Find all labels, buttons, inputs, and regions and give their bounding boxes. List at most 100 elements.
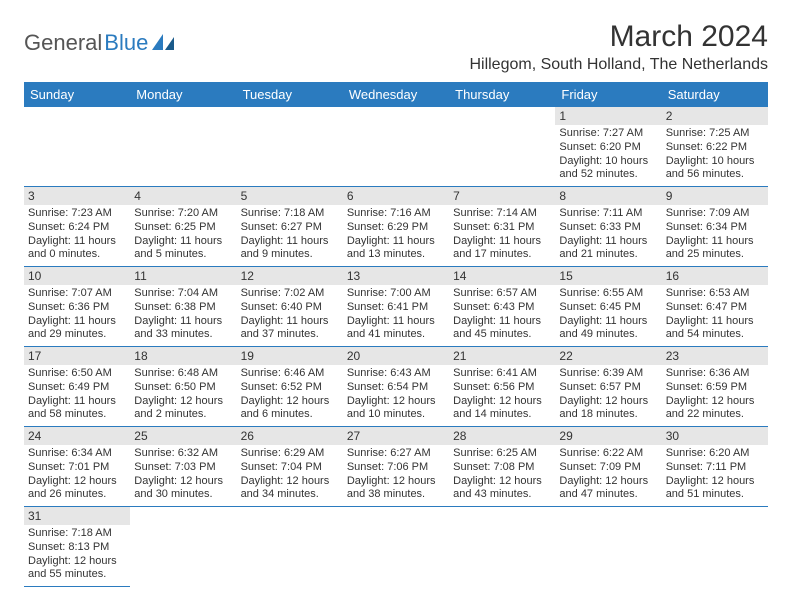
day-body: Sunrise: 6:39 AMSunset: 6:57 PMDaylight:… xyxy=(555,365,661,426)
calendar-day-cell: 21Sunrise: 6:41 AMSunset: 6:56 PMDayligh… xyxy=(449,347,555,427)
sunrise-text: Sunrise: 6:22 AM xyxy=(559,447,657,461)
day-body: Sunrise: 6:43 AMSunset: 6:54 PMDaylight:… xyxy=(343,365,449,426)
day-body: Sunrise: 7:00 AMSunset: 6:41 PMDaylight:… xyxy=(343,285,449,346)
sunset-text: Sunset: 6:31 PM xyxy=(453,221,551,235)
day-body: Sunrise: 7:16 AMSunset: 6:29 PMDaylight:… xyxy=(343,205,449,266)
daylight-text: Daylight: 12 hours and 26 minutes. xyxy=(28,475,126,503)
calendar-day-cell: 2Sunrise: 7:25 AMSunset: 6:22 PMDaylight… xyxy=(662,107,768,187)
empty-cell xyxy=(449,107,555,187)
sunset-text: Sunset: 7:11 PM xyxy=(666,461,764,475)
sunset-text: Sunset: 6:41 PM xyxy=(347,301,445,315)
empty-cell xyxy=(24,107,130,187)
calendar-body: 1Sunrise: 7:27 AMSunset: 6:20 PMDaylight… xyxy=(24,107,768,587)
day-body: Sunrise: 6:22 AMSunset: 7:09 PMDaylight:… xyxy=(555,445,661,506)
calendar-day-cell: 23 Sunrise: 6:36 AMSunset: 6:59 PMDayligh… xyxy=(662,347,768,427)
sunset-text: Sunset: 6:54 PM xyxy=(347,381,445,395)
sunrise-text: Sunrise: 6:36 AM xyxy=(666,367,764,381)
sunset-text: Sunset: 6:20 PM xyxy=(559,141,657,155)
day-body: Sunrise: 7:25 AMSunset: 6:22 PMDaylight:… xyxy=(662,125,768,186)
empty-cell xyxy=(130,507,236,587)
daylight-text: Daylight: 12 hours and 38 minutes. xyxy=(347,475,445,503)
day-number: 21 xyxy=(449,347,555,365)
calendar-day-cell: 7Sunrise: 7:14 AMSunset: 6:31 PMDaylight… xyxy=(449,187,555,267)
calendar-week-row: 17Sunrise: 6:50 AMSunset: 6:49 PMDayligh… xyxy=(24,347,768,427)
day-number: 17 xyxy=(24,347,130,365)
empty-cell xyxy=(662,507,768,587)
calendar-day-cell: 27Sunrise: 6:27 AMSunset: 7:06 PMDayligh… xyxy=(343,427,449,507)
daylight-text: Daylight: 11 hours and 41 minutes. xyxy=(347,315,445,343)
daylight-text: Daylight: 12 hours and 47 minutes. xyxy=(559,475,657,503)
day-number: 13 xyxy=(343,267,449,285)
calendar-week-row: 3Sunrise: 7:23 AMSunset: 6:24 PMDaylight… xyxy=(24,187,768,267)
day-body: Sunrise: 7:20 AMSunset: 6:25 PMDaylight:… xyxy=(130,205,236,266)
sunrise-text: Sunrise: 7:02 AM xyxy=(241,287,339,301)
day-body: Sunrise: 7:07 AMSunset: 6:36 PMDaylight:… xyxy=(24,285,130,346)
calendar-day-cell: 20Sunrise: 6:43 AMSunset: 6:54 PMDayligh… xyxy=(343,347,449,427)
sunset-text: Sunset: 7:06 PM xyxy=(347,461,445,475)
sunrise-text: Sunrise: 7:00 AM xyxy=(347,287,445,301)
calendar-week-row: 1Sunrise: 7:27 AMSunset: 6:20 PMDaylight… xyxy=(24,107,768,187)
daylight-text: Daylight: 12 hours and 14 minutes. xyxy=(453,395,551,423)
sunset-text: Sunset: 6:27 PM xyxy=(241,221,339,235)
sunrise-text: Sunrise: 6:39 AM xyxy=(559,367,657,381)
daylight-text: Daylight: 10 hours and 52 minutes. xyxy=(559,155,657,183)
day-body: Sunrise: 7:23 AMSunset: 6:24 PMDaylight:… xyxy=(24,205,130,266)
day-header: Thursday xyxy=(449,82,555,107)
daylight-text: Daylight: 12 hours and 10 minutes. xyxy=(347,395,445,423)
day-body: Sunrise: 7:14 AMSunset: 6:31 PMDaylight:… xyxy=(449,205,555,266)
daylight-text: Daylight: 11 hours and 45 minutes. xyxy=(453,315,551,343)
sunrise-text: Sunrise: 6:20 AM xyxy=(666,447,764,461)
daylight-text: Daylight: 11 hours and 54 minutes. xyxy=(666,315,764,343)
day-body: Sunrise: 7:18 AMSunset: 6:27 PMDaylight:… xyxy=(237,205,343,266)
empty-cell xyxy=(449,507,555,587)
calendar-day-cell: 6Sunrise: 7:16 AMSunset: 6:29 PMDaylight… xyxy=(343,187,449,267)
calendar-day-cell: 25Sunrise: 6:32 AMSunset: 7:03 PMDayligh… xyxy=(130,427,236,507)
calendar-day-cell: 14Sunrise: 6:57 AMSunset: 6:43 PMDayligh… xyxy=(449,267,555,347)
day-number: 25 xyxy=(130,427,236,445)
calendar-day-cell: 16Sunrise: 6:53 AMSunset: 6:47 PMDayligh… xyxy=(662,267,768,347)
sunrise-text: Sunrise: 6:55 AM xyxy=(559,287,657,301)
day-body: Sunrise: 7:27 AMSunset: 6:20 PMDaylight:… xyxy=(555,125,661,186)
sunset-text: Sunset: 6:59 PM xyxy=(666,381,764,395)
sunset-text: Sunset: 6:22 PM xyxy=(666,141,764,155)
empty-cell xyxy=(237,107,343,187)
day-body: Sunrise: 6:50 AMSunset: 6:49 PMDaylight:… xyxy=(24,365,130,426)
calendar-day-cell: 13Sunrise: 7:00 AMSunset: 6:41 PMDayligh… xyxy=(343,267,449,347)
sunset-text: Sunset: 6:29 PM xyxy=(347,221,445,235)
day-number: 18 xyxy=(130,347,236,365)
daylight-text: Daylight: 12 hours and 30 minutes. xyxy=(134,475,232,503)
sunrise-text: Sunrise: 6:41 AM xyxy=(453,367,551,381)
sunset-text: Sunset: 6:36 PM xyxy=(28,301,126,315)
day-header: Saturday xyxy=(662,82,768,107)
daylight-text: Daylight: 12 hours and 51 minutes. xyxy=(666,475,764,503)
sunset-text: Sunset: 6:52 PM xyxy=(241,381,339,395)
day-number: 2 xyxy=(662,107,768,125)
calendar-day-cell: 10Sunrise: 7:07 AMSunset: 6:36 PMDayligh… xyxy=(24,267,130,347)
sunrise-text: Sunrise: 7:18 AM xyxy=(28,527,126,541)
day-number: 9 xyxy=(662,187,768,205)
sunrise-text: Sunrise: 7:25 AM xyxy=(666,127,764,141)
sail-icon xyxy=(152,30,174,46)
calendar-day-cell: 1Sunrise: 7:27 AMSunset: 6:20 PMDaylight… xyxy=(555,107,661,187)
daylight-text: Daylight: 11 hours and 25 minutes. xyxy=(666,235,764,263)
daylight-text: Daylight: 10 hours and 56 minutes. xyxy=(666,155,764,183)
sunset-text: Sunset: 6:57 PM xyxy=(559,381,657,395)
day-body: Sunrise: 6:41 AMSunset: 6:56 PMDaylight:… xyxy=(449,365,555,426)
sunset-text: Sunset: 7:01 PM xyxy=(28,461,126,475)
day-header: Tuesday xyxy=(237,82,343,107)
day-body: Sunrise: 6:32 AMSunset: 7:03 PMDaylight:… xyxy=(130,445,236,506)
calendar-day-cell: 26Sunrise: 6:29 AMSunset: 7:04 PMDayligh… xyxy=(237,427,343,507)
day-header-row: SundayMondayTuesdayWednesdayThursdayFrid… xyxy=(24,82,768,107)
sunset-text: Sunset: 8:13 PM xyxy=(28,541,126,555)
logo-text-general: General xyxy=(24,30,102,56)
daylight-text: Daylight: 12 hours and 55 minutes. xyxy=(28,555,126,583)
daylight-text: Daylight: 12 hours and 22 minutes. xyxy=(666,395,764,423)
daylight-text: Daylight: 12 hours and 6 minutes. xyxy=(241,395,339,423)
daylight-text: Daylight: 11 hours and 17 minutes. xyxy=(453,235,551,263)
calendar-day-cell: 29Sunrise: 6:22 AMSunset: 7:09 PMDayligh… xyxy=(555,427,661,507)
day-number: 23 xyxy=(662,347,768,365)
day-number: 11 xyxy=(130,267,236,285)
calendar-day-cell: 3Sunrise: 7:23 AMSunset: 6:24 PMDaylight… xyxy=(24,187,130,267)
day-body: Sunrise: 6:25 AMSunset: 7:08 PMDaylight:… xyxy=(449,445,555,506)
sunrise-text: Sunrise: 6:29 AM xyxy=(241,447,339,461)
